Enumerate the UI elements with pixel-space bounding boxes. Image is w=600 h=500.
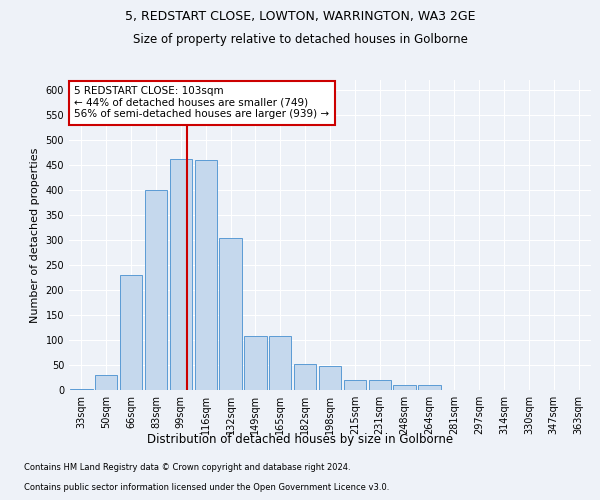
- Bar: [244, 336, 266, 390]
- Bar: [95, 375, 118, 390]
- Text: Distribution of detached houses by size in Golborne: Distribution of detached houses by size …: [147, 432, 453, 446]
- Bar: [120, 275, 142, 390]
- Bar: [194, 160, 217, 390]
- Bar: [269, 336, 292, 390]
- Bar: [70, 389, 92, 390]
- Text: Contains public sector information licensed under the Open Government Licence v3: Contains public sector information licen…: [24, 484, 389, 492]
- Text: Size of property relative to detached houses in Golborne: Size of property relative to detached ho…: [133, 32, 467, 46]
- Bar: [170, 159, 192, 390]
- Y-axis label: Number of detached properties: Number of detached properties: [30, 148, 40, 322]
- Bar: [368, 380, 391, 390]
- Text: Contains HM Land Registry data © Crown copyright and database right 2024.: Contains HM Land Registry data © Crown c…: [24, 464, 350, 472]
- Text: 5 REDSTART CLOSE: 103sqm
← 44% of detached houses are smaller (749)
56% of semi-: 5 REDSTART CLOSE: 103sqm ← 44% of detach…: [74, 86, 329, 120]
- Bar: [344, 380, 366, 390]
- Text: 5, REDSTART CLOSE, LOWTON, WARRINGTON, WA3 2GE: 5, REDSTART CLOSE, LOWTON, WARRINGTON, W…: [125, 10, 475, 23]
- Bar: [220, 238, 242, 390]
- Bar: [319, 366, 341, 390]
- Bar: [145, 190, 167, 390]
- Bar: [418, 385, 440, 390]
- Bar: [394, 385, 416, 390]
- Bar: [294, 364, 316, 390]
